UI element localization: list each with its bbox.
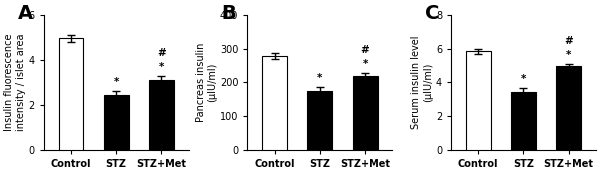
Bar	[307, 91, 332, 150]
Text: C: C	[425, 4, 439, 23]
Text: #: #	[157, 48, 166, 58]
Bar	[262, 56, 287, 150]
Y-axis label: Pancreas insulin
(μIU/ml): Pancreas insulin (μIU/ml)	[196, 43, 217, 122]
Text: *: *	[362, 59, 368, 69]
Text: A: A	[18, 4, 33, 23]
Text: *: *	[521, 74, 526, 84]
Bar	[353, 76, 377, 150]
Text: #: #	[565, 36, 573, 46]
Text: #: #	[361, 45, 370, 55]
Bar	[511, 92, 536, 150]
Text: B: B	[221, 4, 236, 23]
Bar	[59, 38, 83, 150]
Y-axis label: Serum insulin level
(μIU/ml): Serum insulin level (μIU/ml)	[412, 36, 433, 129]
Text: *: *	[159, 62, 164, 71]
Bar	[466, 51, 491, 150]
Bar	[149, 80, 174, 150]
Text: *: *	[113, 77, 119, 87]
Bar	[104, 95, 128, 150]
Text: *: *	[317, 73, 323, 83]
Text: *: *	[566, 50, 571, 60]
Bar	[556, 66, 581, 150]
Y-axis label: Insulin fluorescence
intensity / islet area: Insulin fluorescence intensity / islet a…	[4, 34, 26, 131]
